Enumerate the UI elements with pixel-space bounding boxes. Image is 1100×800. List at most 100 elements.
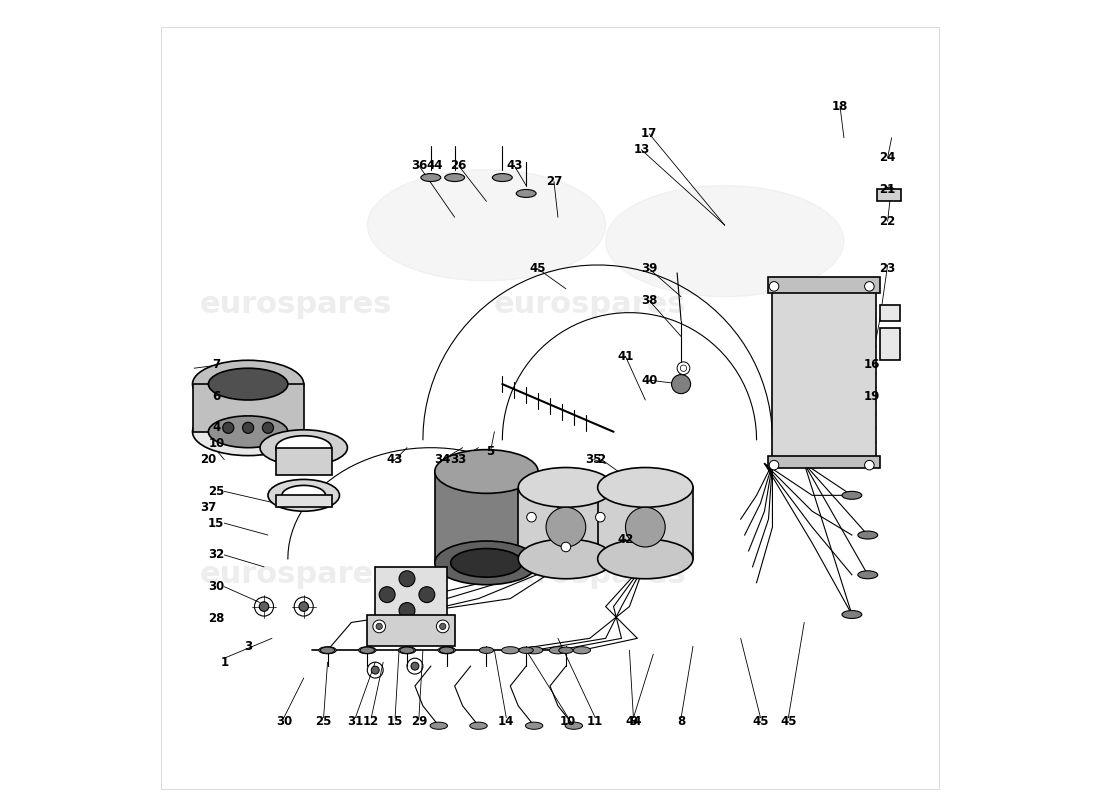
Circle shape bbox=[626, 507, 666, 547]
Ellipse shape bbox=[518, 467, 614, 507]
Text: 31: 31 bbox=[348, 715, 363, 728]
Ellipse shape bbox=[573, 646, 591, 654]
Ellipse shape bbox=[518, 539, 614, 578]
Circle shape bbox=[865, 460, 874, 470]
Text: 45: 45 bbox=[530, 262, 547, 275]
Text: 5: 5 bbox=[486, 445, 495, 458]
Text: 11: 11 bbox=[587, 715, 604, 728]
FancyBboxPatch shape bbox=[878, 190, 901, 202]
Text: 40: 40 bbox=[641, 374, 658, 386]
Text: 32: 32 bbox=[208, 549, 224, 562]
Ellipse shape bbox=[858, 531, 878, 539]
Circle shape bbox=[263, 422, 274, 434]
Text: 10: 10 bbox=[208, 437, 224, 450]
FancyBboxPatch shape bbox=[597, 487, 693, 559]
Ellipse shape bbox=[451, 549, 522, 577]
Circle shape bbox=[595, 513, 605, 522]
Ellipse shape bbox=[842, 491, 861, 499]
Text: 42: 42 bbox=[617, 533, 634, 546]
Text: 9: 9 bbox=[629, 715, 638, 728]
Circle shape bbox=[678, 362, 690, 374]
Text: 22: 22 bbox=[880, 214, 895, 228]
Circle shape bbox=[399, 602, 415, 618]
Text: 18: 18 bbox=[832, 99, 848, 113]
Ellipse shape bbox=[282, 486, 326, 506]
Circle shape bbox=[373, 620, 386, 633]
Text: 23: 23 bbox=[880, 262, 895, 275]
FancyBboxPatch shape bbox=[375, 567, 447, 622]
Text: 43: 43 bbox=[387, 453, 404, 466]
Circle shape bbox=[376, 623, 383, 630]
FancyBboxPatch shape bbox=[769, 277, 880, 293]
Circle shape bbox=[419, 586, 435, 602]
Ellipse shape bbox=[470, 722, 487, 730]
Circle shape bbox=[379, 586, 395, 602]
Ellipse shape bbox=[519, 647, 534, 654]
FancyBboxPatch shape bbox=[276, 495, 331, 507]
Ellipse shape bbox=[549, 646, 566, 654]
Ellipse shape bbox=[367, 170, 606, 281]
Text: 1: 1 bbox=[220, 656, 229, 669]
Text: 37: 37 bbox=[200, 501, 217, 514]
FancyBboxPatch shape bbox=[769, 456, 880, 467]
Circle shape bbox=[671, 374, 691, 394]
Text: 8: 8 bbox=[676, 715, 685, 728]
Ellipse shape bbox=[208, 416, 288, 448]
Ellipse shape bbox=[493, 174, 513, 182]
Ellipse shape bbox=[502, 646, 519, 654]
Circle shape bbox=[399, 571, 415, 586]
Ellipse shape bbox=[192, 408, 304, 456]
Text: 34: 34 bbox=[434, 453, 451, 466]
Circle shape bbox=[222, 422, 234, 434]
Ellipse shape bbox=[842, 610, 861, 618]
Ellipse shape bbox=[565, 722, 583, 730]
Ellipse shape bbox=[858, 571, 878, 578]
FancyBboxPatch shape bbox=[192, 384, 304, 432]
Text: 24: 24 bbox=[880, 151, 895, 164]
Text: 44: 44 bbox=[427, 159, 443, 172]
Text: eurospares: eurospares bbox=[494, 290, 686, 319]
Circle shape bbox=[260, 602, 268, 611]
Text: 39: 39 bbox=[641, 262, 658, 275]
Ellipse shape bbox=[268, 479, 340, 511]
Ellipse shape bbox=[398, 646, 416, 654]
Text: 13: 13 bbox=[634, 143, 649, 156]
Circle shape bbox=[440, 623, 446, 630]
Text: 19: 19 bbox=[864, 390, 880, 402]
Text: 20: 20 bbox=[200, 453, 217, 466]
Text: 29: 29 bbox=[410, 715, 427, 728]
Text: 28: 28 bbox=[208, 612, 224, 625]
FancyBboxPatch shape bbox=[518, 487, 614, 559]
Ellipse shape bbox=[480, 647, 494, 654]
Text: 36: 36 bbox=[410, 159, 427, 172]
Ellipse shape bbox=[597, 467, 693, 507]
Ellipse shape bbox=[434, 541, 538, 585]
Circle shape bbox=[561, 542, 571, 552]
Circle shape bbox=[883, 187, 895, 200]
Ellipse shape bbox=[319, 646, 337, 654]
Text: eurospares: eurospares bbox=[199, 290, 392, 319]
Circle shape bbox=[865, 282, 874, 291]
Ellipse shape bbox=[260, 430, 348, 466]
Ellipse shape bbox=[208, 368, 288, 400]
FancyBboxPatch shape bbox=[772, 289, 876, 463]
Text: 35: 35 bbox=[585, 453, 602, 466]
Text: eurospares: eurospares bbox=[494, 560, 686, 590]
Text: 44: 44 bbox=[625, 715, 641, 728]
Text: 12: 12 bbox=[363, 715, 379, 728]
Text: 33: 33 bbox=[451, 453, 466, 466]
Circle shape bbox=[411, 662, 419, 670]
Ellipse shape bbox=[597, 539, 693, 578]
Text: 25: 25 bbox=[208, 485, 224, 498]
Text: 30: 30 bbox=[208, 580, 224, 593]
Text: 26: 26 bbox=[451, 159, 466, 172]
Text: 6: 6 bbox=[212, 390, 220, 402]
Text: 41: 41 bbox=[617, 350, 634, 363]
Ellipse shape bbox=[526, 722, 543, 730]
Text: 15: 15 bbox=[387, 715, 404, 728]
Ellipse shape bbox=[444, 174, 464, 182]
Text: 7: 7 bbox=[212, 358, 220, 370]
Ellipse shape bbox=[440, 647, 454, 654]
FancyBboxPatch shape bbox=[434, 471, 538, 563]
Text: 10: 10 bbox=[560, 715, 576, 728]
